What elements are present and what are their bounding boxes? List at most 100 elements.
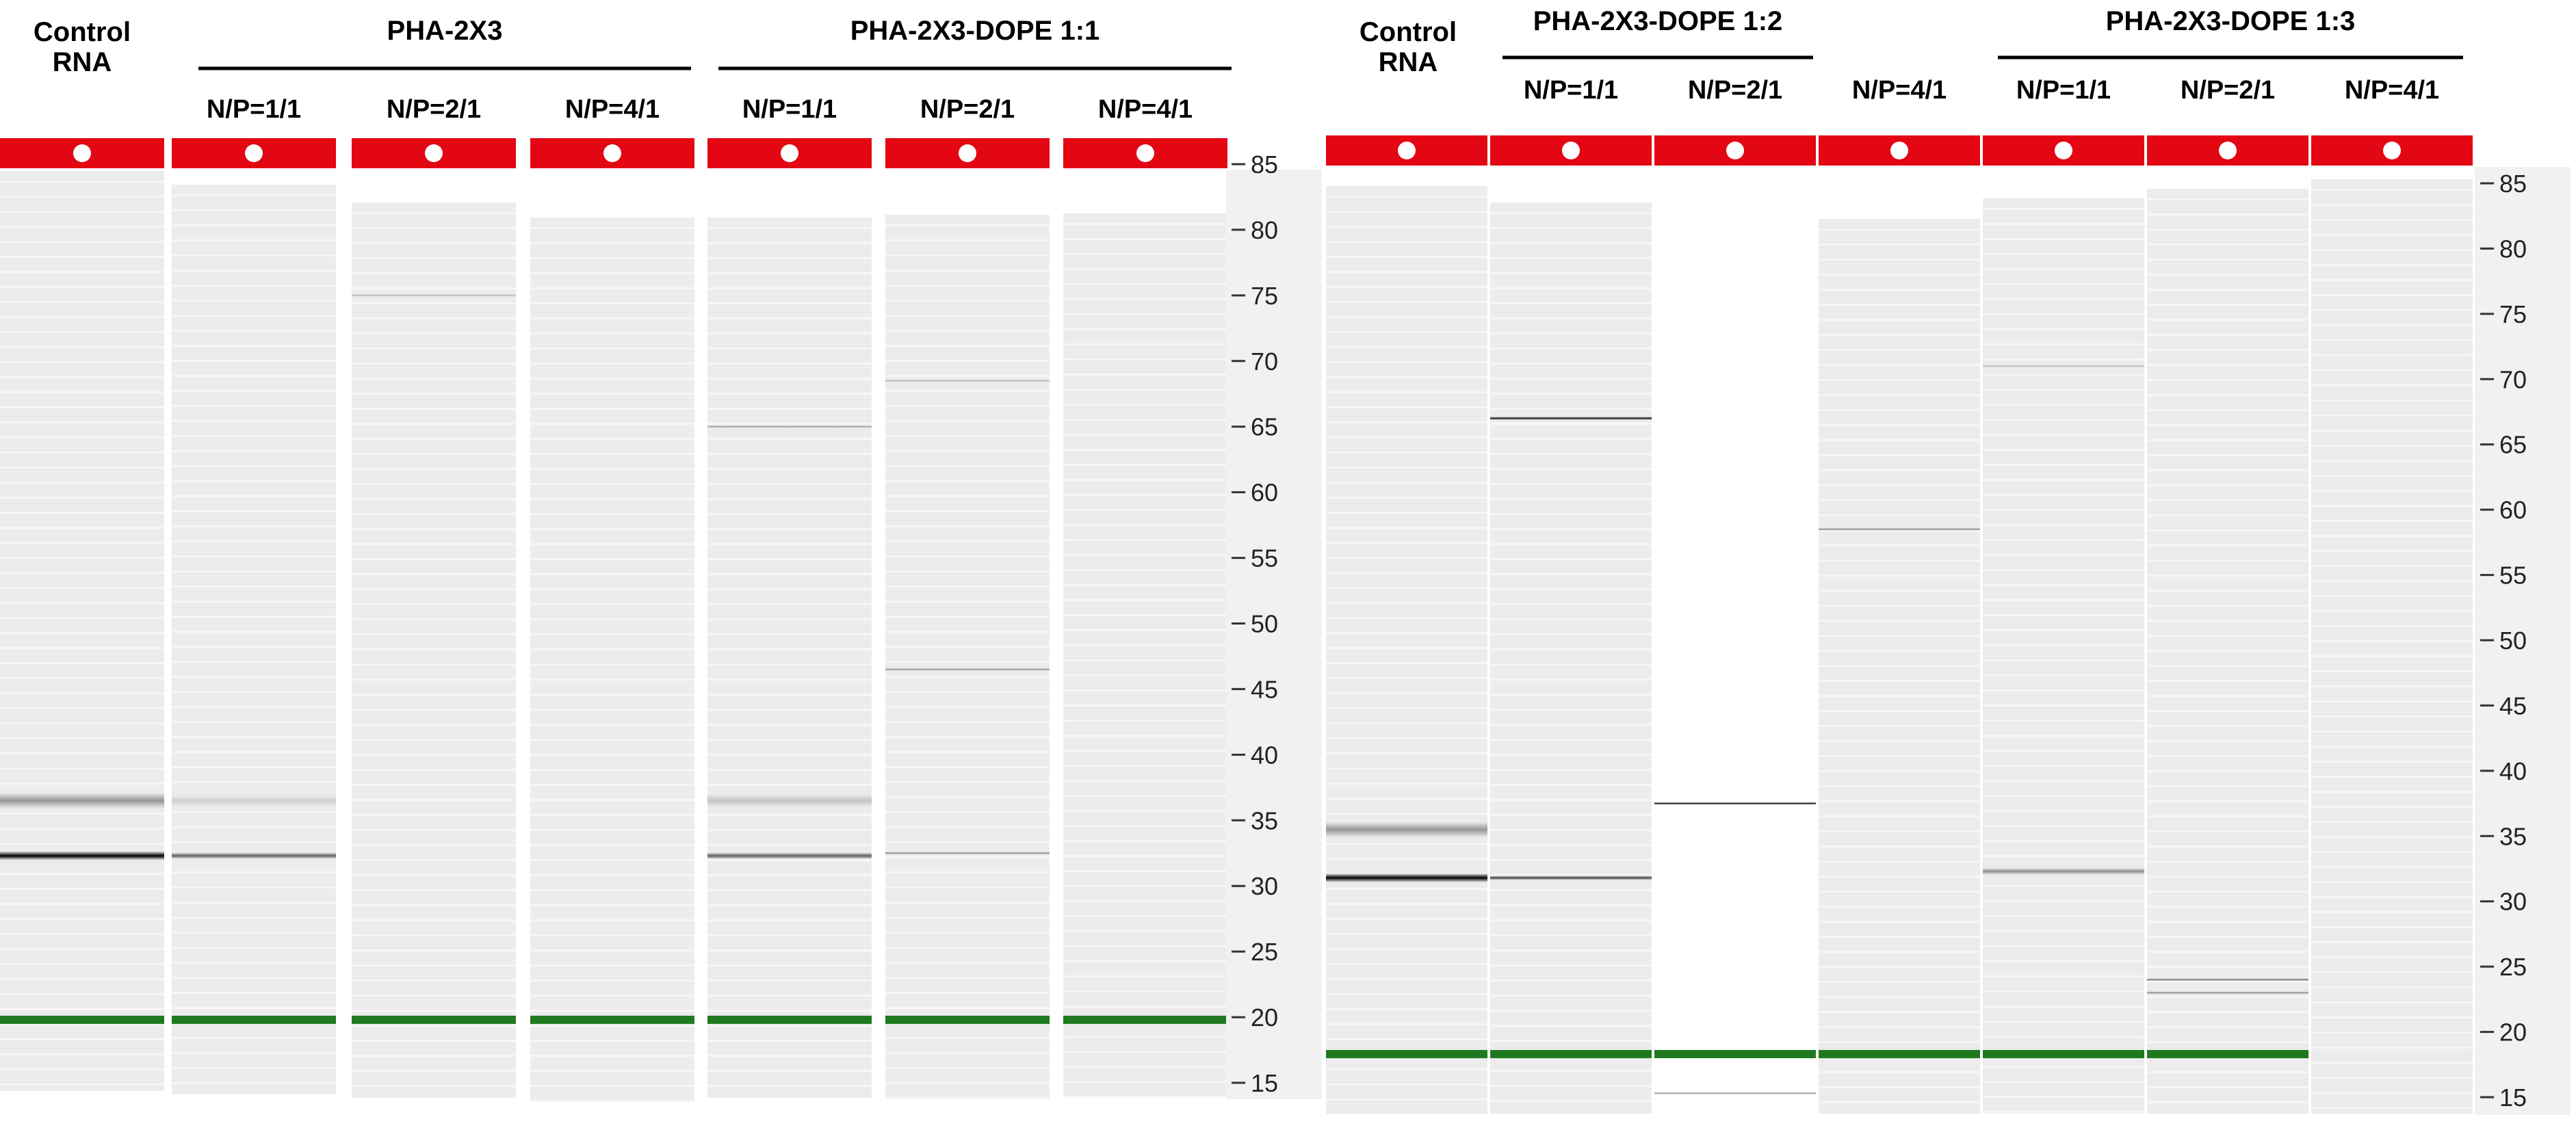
gel-texture: [1063, 268, 1227, 270]
gel-texture: [0, 677, 164, 679]
gel-texture: [885, 992, 1050, 994]
gel-texture: [2147, 770, 2308, 772]
gel-texture: [1326, 542, 1487, 544]
gel-texture: [1326, 602, 1487, 604]
gel-texture: [352, 317, 516, 319]
gel-texture: [352, 739, 516, 741]
gel-texture: [2311, 264, 2473, 266]
gel-texture: [1326, 391, 1487, 393]
gel-texture: [1819, 394, 1980, 396]
gel-band: [0, 851, 164, 860]
gel-texture: [1063, 945, 1227, 947]
gel-texture: [2311, 655, 2473, 657]
gel-texture: [1490, 964, 1652, 967]
gel-texture: [1063, 1096, 1227, 1098]
gel-texture: [1063, 614, 1227, 616]
gel-texture: [0, 241, 164, 243]
gel-band: [707, 425, 872, 428]
gel-texture: [1063, 298, 1227, 300]
gel-texture: [1983, 960, 2144, 962]
gel-texture: [0, 1038, 164, 1040]
gel-texture: [1490, 227, 1652, 229]
well-dot: [245, 144, 263, 162]
gel-texture: [1063, 705, 1227, 707]
gel-texture: [2147, 228, 2308, 231]
gel-texture: [1490, 453, 1652, 455]
gel-texture: [1326, 436, 1487, 438]
gel-texture: [352, 784, 516, 786]
gel-texture: [1063, 765, 1227, 767]
gel-texture: [2311, 791, 2473, 793]
gel-texture: [1490, 573, 1652, 575]
gel-texture: [1819, 605, 1980, 607]
gel-texture: [352, 949, 516, 951]
gel-texture: [1490, 679, 1652, 681]
gel-texture: [352, 378, 516, 380]
gel-texture: [885, 285, 1050, 287]
gel-texture: [1490, 633, 1652, 635]
axis-tick-label: 15: [1251, 1069, 1278, 1097]
gel-texture: [1490, 1070, 1652, 1072]
gel-texture: [2147, 891, 2308, 893]
gel-texture: [1490, 498, 1652, 500]
gel-texture: [1326, 482, 1487, 484]
gel-texture: [1490, 332, 1652, 334]
axis-strip: [1226, 170, 1322, 1099]
gel-texture: [352, 543, 516, 545]
gel-texture: [530, 919, 694, 921]
gel-texture: [2147, 514, 2308, 516]
gel-texture: [1063, 825, 1227, 827]
gel-texture: [1819, 951, 1980, 953]
gel-texture: [707, 558, 872, 560]
gel-texture: [0, 271, 164, 273]
gel-texture: [172, 871, 336, 873]
gel-texture: [707, 769, 872, 771]
gel-texture: [2311, 580, 2473, 582]
gel-band: [885, 379, 1050, 382]
gel-texture: [172, 194, 336, 196]
gel-texture: [2147, 544, 2308, 547]
gel-texture: [1490, 558, 1652, 560]
gel-texture: [1983, 1066, 2144, 1068]
gel-texture: [707, 739, 872, 741]
gel-texture: [1983, 569, 2144, 571]
axis-tick-label: 70: [2499, 365, 2527, 393]
lane-label: N/P=1/1: [2016, 76, 2111, 105]
gel-texture: [707, 964, 872, 967]
axis-tick-label: 20: [2499, 1019, 2527, 1047]
axis-tick-label: 35: [1251, 806, 1278, 835]
gel-band: [1326, 822, 1487, 838]
gel-texture: [352, 799, 516, 801]
gel-texture: [1819, 936, 1980, 938]
gel-texture: [1983, 1021, 2144, 1023]
gel-texture: [530, 949, 694, 951]
gel-texture: [1326, 226, 1487, 228]
gel-texture: [1490, 754, 1652, 756]
gel-texture: [2311, 610, 2473, 612]
gel-texture: [2311, 399, 2473, 402]
gel-texture: [2147, 876, 2308, 878]
gel-texture: [1983, 765, 2144, 767]
gel-texture: [172, 751, 336, 753]
gel-texture: [2311, 926, 2473, 928]
well-dot: [959, 144, 976, 162]
gel-texture: [1983, 689, 2144, 692]
gel-texture: [1326, 798, 1487, 800]
gel-texture: [1819, 680, 1980, 682]
gel-texture: [1983, 795, 2144, 797]
gel-texture: [885, 947, 1050, 949]
gel-texture: [352, 1070, 516, 1072]
gel-texture: [172, 706, 336, 708]
gel-texture: [707, 754, 872, 756]
gel-texture: [352, 904, 516, 906]
gel-texture: [1983, 494, 2144, 496]
gel-texture: [530, 302, 694, 304]
marker-band: [530, 1015, 694, 1024]
gel-texture: [0, 572, 164, 574]
gel-texture: [1983, 373, 2144, 376]
gel-texture: [1819, 755, 1980, 757]
gel-texture: [530, 227, 694, 229]
gel-texture: [172, 420, 336, 422]
gel-texture: [530, 558, 694, 560]
gel-texture: [530, 408, 694, 410]
